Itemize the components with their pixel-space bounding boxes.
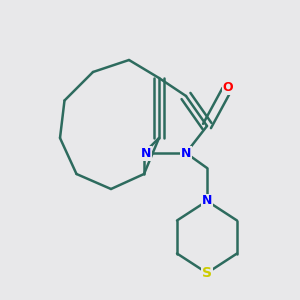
Text: O: O (223, 81, 233, 94)
Text: N: N (181, 147, 191, 160)
Text: N: N (141, 147, 152, 160)
Text: S: S (202, 266, 212, 280)
Text: N: N (202, 194, 212, 208)
